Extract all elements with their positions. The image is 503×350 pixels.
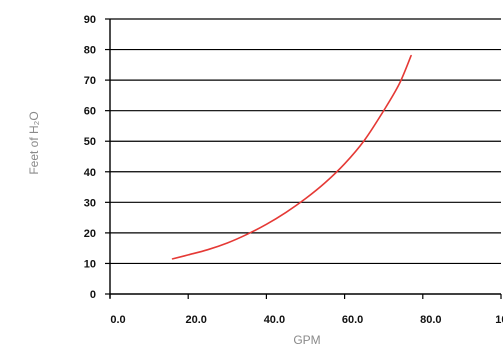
- series-layer: [171, 54, 412, 260]
- x-axis-label: GPM: [293, 333, 320, 347]
- x-tick-label-20: 20.0: [185, 314, 206, 326]
- axes: [105, 18, 502, 299]
- y-tick-label-20: 20: [84, 228, 96, 240]
- y-tick-label-10: 10: [84, 258, 96, 270]
- y-tick-label-50: 50: [84, 136, 96, 148]
- x-tick-label-100: 100.0: [495, 314, 503, 326]
- y-tick-label-30: 30: [84, 197, 96, 209]
- y-tick-label-90: 90: [84, 14, 96, 26]
- y-tick-label-0: 0: [90, 289, 96, 301]
- y-tick-label-80: 80: [84, 45, 96, 57]
- x-tick-labels: 0.0 20.0 40.0 60.0 80.0 100.0: [110, 314, 503, 326]
- x-tick-label-60: 60.0: [342, 314, 363, 326]
- y-tick-label-70: 70: [84, 75, 96, 87]
- x-tick-label-0: 0.0: [110, 314, 125, 326]
- grid-lines: [110, 18, 501, 265]
- x-tick-label-40: 40.0: [264, 314, 285, 326]
- y-axis-label: Feet of H₂O: [27, 111, 41, 174]
- y-tick-label-60: 60: [84, 106, 96, 118]
- series-line-0: [171, 54, 412, 260]
- x-tick-label-80: 80.0: [420, 314, 441, 326]
- y-tick-label-40: 40: [84, 167, 96, 179]
- y-tick-labels: 0 10 20 30 40 50 60 70 80 90: [84, 14, 96, 301]
